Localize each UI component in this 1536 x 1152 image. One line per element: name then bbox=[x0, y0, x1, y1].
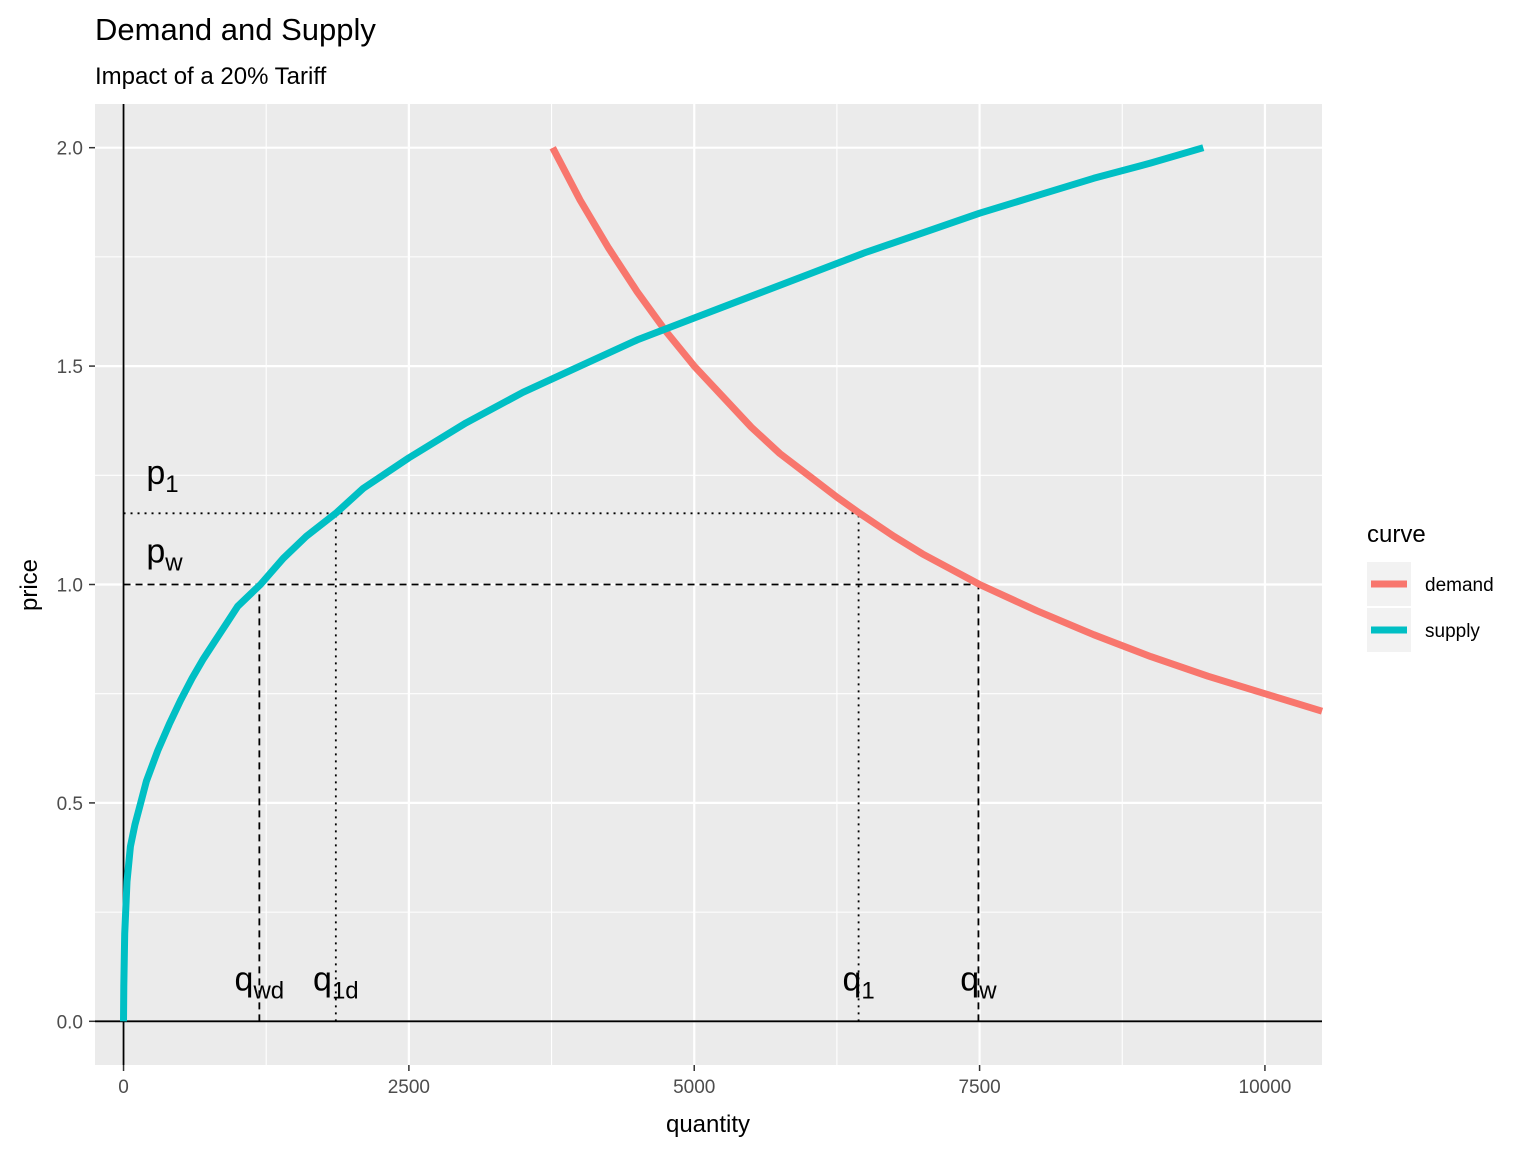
annotation-p-w: pw bbox=[146, 533, 183, 577]
reference-lines bbox=[123, 512, 980, 1022]
legend: curve demand supply bbox=[1367, 521, 1494, 652]
chart-title: Demand and Supply bbox=[95, 12, 376, 47]
series-lines bbox=[120, 144, 1324, 1022]
x-axis-title: quantity bbox=[666, 1111, 750, 1138]
supply-curve bbox=[120, 144, 1205, 1022]
x-tick-label: 5000 bbox=[673, 1077, 715, 1098]
legend-label-demand: demand bbox=[1425, 575, 1494, 596]
x-axis-ticks: 0 2500 5000 7500 10000 bbox=[118, 1065, 1291, 1098]
annotation-p-1: p1 bbox=[146, 454, 178, 498]
x-tick-label: 0 bbox=[118, 1077, 129, 1098]
demand-curve bbox=[549, 146, 1324, 715]
annotation-labels: p1 pw qwd q1d q1 qw bbox=[146, 454, 997, 1005]
legend-title: curve bbox=[1367, 521, 1426, 548]
x-tick-label: 10000 bbox=[1239, 1077, 1292, 1098]
x-tick-label: 2500 bbox=[388, 1077, 430, 1098]
y-tick-label: 1.0 bbox=[57, 576, 83, 597]
y-axis-title: price bbox=[16, 559, 43, 611]
annotation-q-w: qw bbox=[960, 961, 997, 1005]
legend-label-supply: supply bbox=[1425, 621, 1480, 642]
chart-subtitle: Impact of a 20% Tariff bbox=[95, 63, 327, 90]
y-tick-label: 1.5 bbox=[57, 357, 83, 378]
y-tick-label: 0.5 bbox=[57, 794, 83, 815]
y-axis-ticks: 0.0 0.5 1.0 1.5 2.0 bbox=[57, 139, 95, 1033]
y-tick-label: 0.0 bbox=[57, 1012, 83, 1033]
annotation-q-1: q1 bbox=[842, 961, 874, 1005]
x-tick-label: 7500 bbox=[958, 1077, 1000, 1098]
annotation-q-wd: qwd bbox=[235, 961, 285, 1005]
annotation-q-1d: q1d bbox=[313, 961, 359, 1005]
y-tick-label: 2.0 bbox=[57, 139, 83, 160]
